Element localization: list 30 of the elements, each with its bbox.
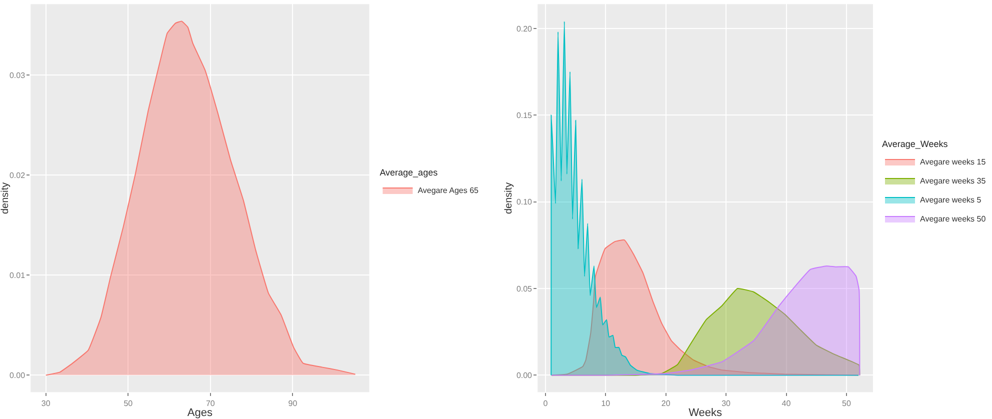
legend-title: Average_Weeks — [882, 139, 948, 150]
x-tick-label: 20 — [661, 398, 671, 408]
x-axis-title: Ages — [187, 407, 213, 419]
x-tick-label: 10 — [601, 398, 611, 408]
x-tick-label: 40 — [782, 398, 792, 408]
y-tick-label: 0.10 — [516, 198, 533, 207]
x-tick-label: 30 — [722, 398, 732, 408]
legend-label: Avegare weeks 35 — [920, 176, 986, 186]
y-axis-title: density — [0, 182, 11, 214]
y-tick-label: 0.03 — [9, 70, 26, 80]
x-axis-title: Weeks — [688, 407, 722, 419]
x-tick-label: 50 — [124, 398, 134, 408]
x-tick-label: 50 — [842, 398, 852, 408]
x-tick-label: 30 — [41, 398, 51, 408]
y-tick-label: 0.00 — [516, 370, 533, 380]
y-tick-label: 0.15 — [516, 110, 533, 120]
y-tick-label: 0.05 — [516, 284, 533, 294]
y-tick-label: 0.02 — [9, 170, 26, 180]
y-tick-label: 0.01 — [9, 270, 26, 280]
y-tick-label: 0.20 — [516, 24, 533, 34]
x-tick-label: 90 — [288, 398, 298, 408]
legend-label: Avegare weeks 50 — [920, 214, 986, 224]
legend-label: Avegare weeks 15 — [920, 158, 986, 167]
x-tick-label: 70 — [206, 398, 216, 408]
y-tick-label: 0.00 — [9, 370, 26, 380]
y-axis-title: density — [503, 182, 514, 214]
legend-title: Average_ages — [380, 168, 438, 178]
x-tick-label: 0 — [543, 398, 548, 408]
legend-label: Avegare weeks 5 — [920, 196, 982, 205]
legend-label: Avegare Ages 65 — [418, 186, 480, 196]
